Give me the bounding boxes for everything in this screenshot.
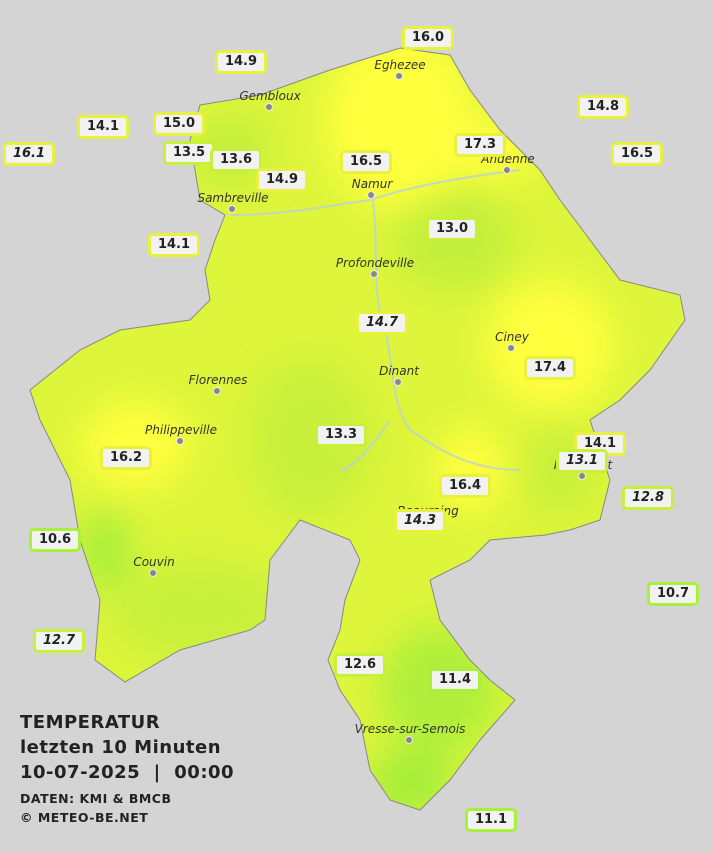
station-temperature: 16.5 (339, 150, 393, 174)
city-dot (149, 569, 157, 577)
station-temperature: 14.7 (355, 311, 409, 335)
station-temperature: 14.8 (576, 95, 630, 119)
station-temperature: 13.5 (162, 141, 216, 165)
station-temperature: 11.1 (464, 808, 518, 832)
city-label: Eghezee (374, 58, 425, 72)
city-label: Florennes (189, 373, 248, 387)
source-text: DATEN: KMI & BMCB (20, 791, 172, 806)
city-dot (578, 472, 586, 480)
station-temperature: 14.1 (147, 233, 201, 257)
city-dot (265, 103, 273, 111)
station-temperature: 13.0 (425, 217, 479, 241)
city-dot (176, 437, 184, 445)
city-dot (394, 378, 402, 386)
station-temperature: 14.3 (393, 509, 447, 533)
city-dot (213, 387, 221, 395)
station-temperature: 17.3 (453, 133, 507, 157)
station-temperature: 14.9 (214, 50, 268, 74)
station-temperature: 16.2 (99, 446, 153, 470)
city-label: Dinant (379, 364, 420, 378)
station-temperature: 13.6 (209, 148, 263, 172)
city-label: Ciney (495, 330, 530, 344)
title-line: 10-07-2025 | 00:00 (20, 762, 235, 783)
station-temperature: 16.1 (2, 142, 56, 166)
title-line: TEMPERATUR (20, 712, 161, 733)
city-dot (405, 736, 413, 744)
station-temperature: 10.6 (28, 528, 82, 552)
city-label: Gembloux (239, 89, 301, 103)
copyright-text: © METEO-BE.NET (20, 810, 149, 825)
station-temperature: 10.7 (646, 582, 700, 606)
city-dot (507, 344, 515, 352)
city-dot (228, 205, 236, 213)
city-label: Couvin (133, 555, 174, 569)
city-dot (395, 72, 403, 80)
station-temperature: 14.1 (76, 115, 130, 139)
city-dot (367, 191, 375, 199)
station-temperature: 15.0 (152, 112, 206, 136)
city-dot (503, 166, 511, 174)
station-temperature: 16.0 (401, 26, 455, 50)
station-temperature: 12.7 (32, 629, 86, 653)
city-label: Philippeville (145, 423, 217, 437)
station-temperature: 12.8 (621, 486, 675, 510)
title-line: letzten 10 Minuten (20, 737, 222, 758)
station-temperature: 14.9 (255, 168, 309, 192)
station-temperature: 16.4 (438, 474, 492, 498)
city-label: Sambreville (197, 191, 268, 205)
city-dot (370, 270, 378, 278)
city-label: Vresse-sur-Semois (355, 722, 466, 736)
station-temperature: 11.4 (428, 668, 482, 692)
station-temperature: 17.4 (523, 356, 577, 380)
station-temperature: 16.5 (610, 142, 664, 166)
station-temperature: 13.3 (314, 423, 368, 447)
city-label: Namur (352, 177, 394, 191)
city-label: Profondeville (336, 256, 414, 270)
station-temperature: 12.6 (333, 653, 387, 677)
station-temperature: 13.1 (555, 449, 609, 473)
